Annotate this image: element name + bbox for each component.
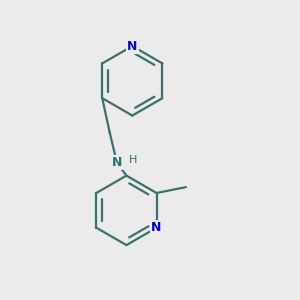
Text: H: H [129,155,137,165]
Text: N: N [127,40,137,52]
Text: N: N [151,221,162,234]
Text: N: N [112,157,122,169]
